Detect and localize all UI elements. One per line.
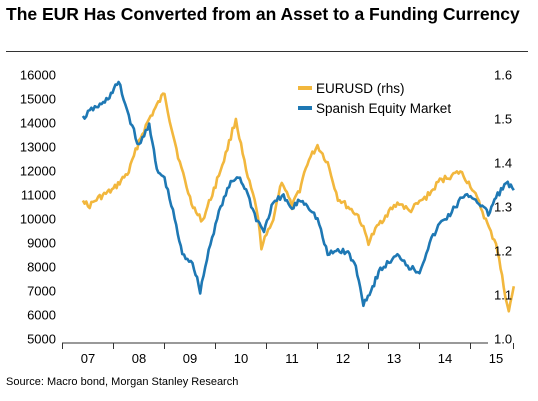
- y-left-tick-label: 7000: [27, 284, 56, 299]
- y-left-tick-label: 13000: [20, 140, 56, 155]
- y-left-tick-label: 9000: [27, 236, 56, 251]
- x-tick-label: 15: [489, 351, 503, 366]
- x-tick-label: 07: [81, 351, 95, 366]
- y-right-tick-label: 1.5: [494, 112, 512, 127]
- x-tick-label: 10: [234, 351, 248, 366]
- y-right-tick-label: 1.6: [494, 68, 512, 83]
- y-right-tick-label: 1.0: [494, 332, 512, 347]
- x-tick-label: 13: [387, 351, 401, 366]
- y-left-tick-label: 14000: [20, 116, 56, 131]
- eurusd-series-line: [81, 92, 516, 313]
- y-left-tick-label: 11000: [21, 188, 56, 203]
- y-right-tick-label: 1.2: [494, 244, 512, 259]
- spanish-equity-series-line: [81, 80, 515, 308]
- y-left-tick-label: 6000: [27, 308, 56, 323]
- y-left-tick-label: 16000: [20, 68, 56, 83]
- x-tick-label: 11: [285, 351, 299, 366]
- legend-label: Spanish Equity Market: [316, 101, 451, 116]
- title-divider: [6, 51, 528, 52]
- y-left-tick-label: 12000: [20, 164, 56, 179]
- legend-label: EURUSD (rhs): [316, 81, 405, 96]
- y-left-tick-label: 5000: [27, 332, 56, 347]
- x-tick-label: 12: [336, 351, 350, 366]
- y-right-tick-label: 1.1: [494, 288, 512, 303]
- y-left-tick-label: 10000: [20, 212, 56, 227]
- y-left-tick-label: 15000: [20, 92, 56, 107]
- y-right-tick-label: 1.3: [494, 200, 512, 215]
- y-right-tick-label: 1.4: [494, 156, 512, 171]
- x-tick-label: 08: [132, 351, 146, 366]
- source-note: Source: Macro bond, Morgan Stanley Resea…: [6, 376, 239, 388]
- y-left-tick-label: 8000: [27, 260, 56, 275]
- x-tick-label: 09: [183, 351, 197, 366]
- chart-title: The EUR Has Converted from an Asset to a…: [6, 4, 520, 24]
- x-tick-label: 14: [438, 351, 452, 366]
